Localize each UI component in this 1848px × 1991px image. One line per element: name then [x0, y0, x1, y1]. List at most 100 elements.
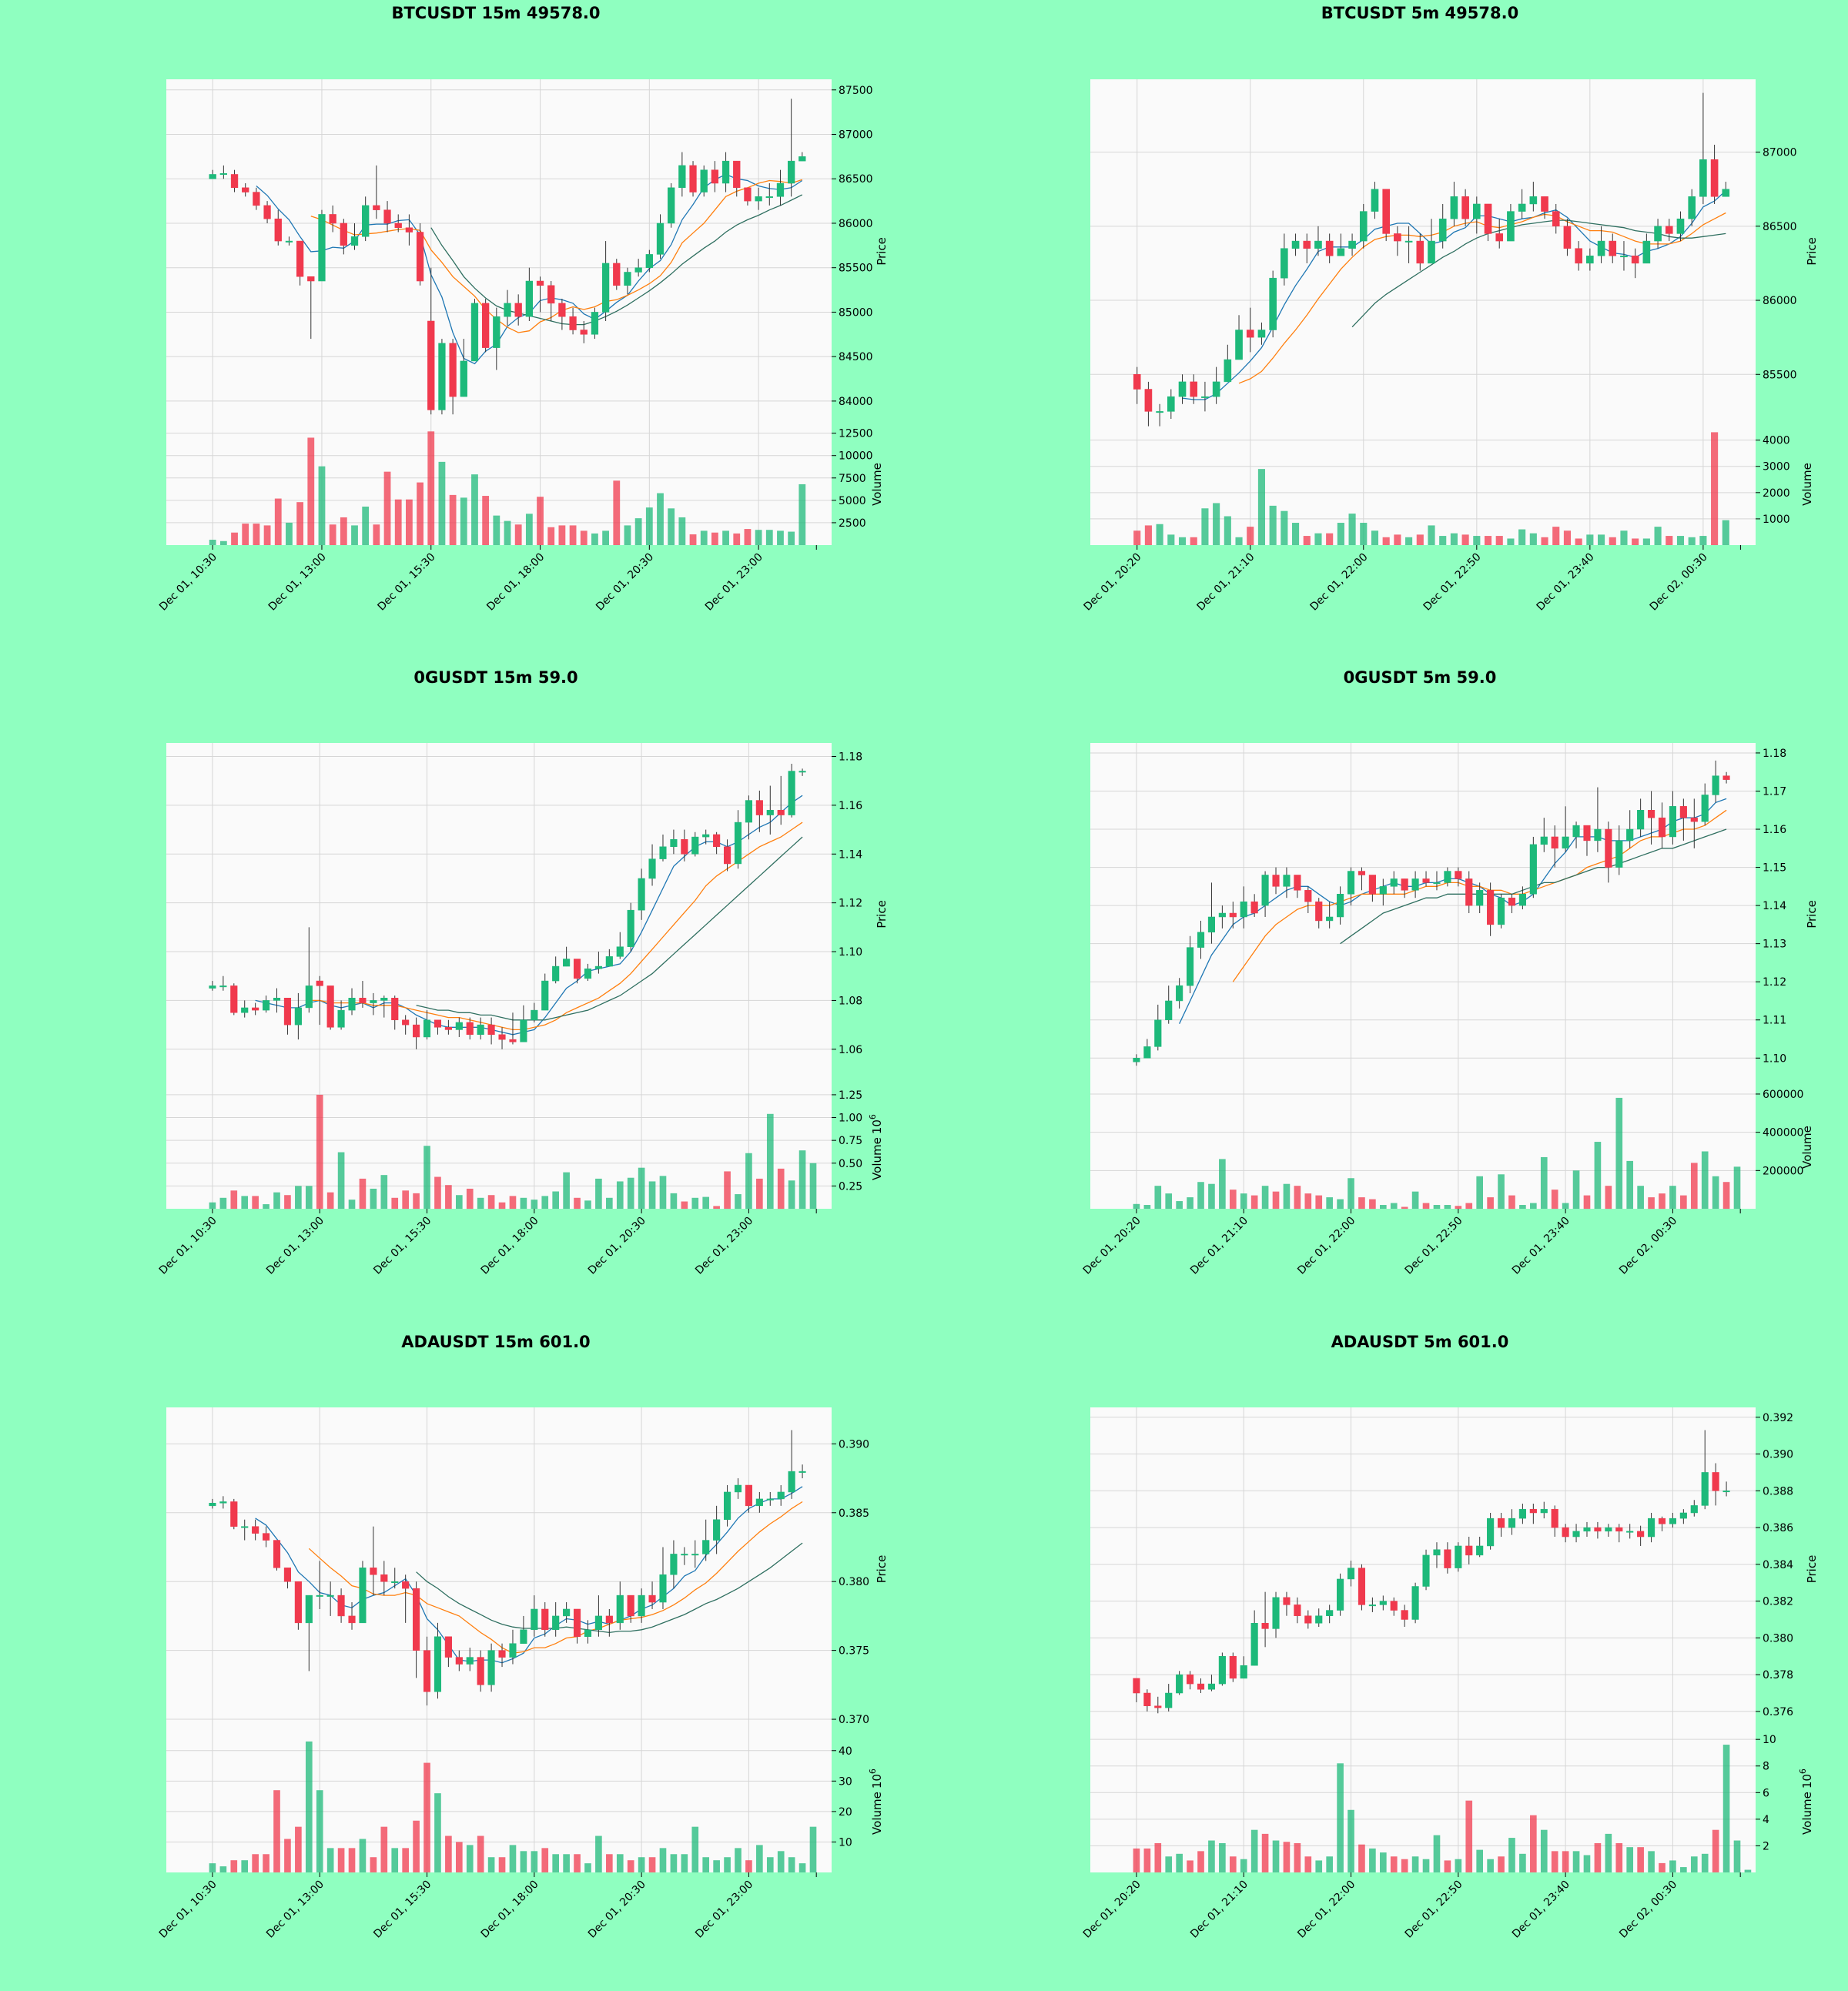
- candle-body: [305, 1594, 313, 1624]
- candle-body: [744, 187, 752, 202]
- volume-bar: [424, 1762, 430, 1872]
- ma-mid-line: [308, 1501, 803, 1654]
- volume-bar: [756, 1845, 763, 1872]
- ma-mid-line: [310, 179, 803, 333]
- candle-body: [241, 1007, 249, 1013]
- volume-bar: [616, 1854, 624, 1872]
- candle: [1156, 403, 1163, 427]
- volume-bar: [552, 1191, 560, 1209]
- volume-bar: [724, 1171, 731, 1209]
- price-tick-label: 1.17: [1763, 785, 1786, 798]
- candle-body: [350, 236, 359, 246]
- candle: [659, 834, 667, 862]
- volume-bar: [1551, 1851, 1558, 1872]
- volume-bar: [1575, 538, 1582, 545]
- candle-body: [766, 809, 774, 815]
- volume-bar: [1519, 1853, 1526, 1872]
- candle: [1508, 1509, 1516, 1535]
- candle-body: [438, 343, 446, 410]
- candle-body: [252, 1007, 259, 1011]
- candle-body: [391, 1581, 399, 1583]
- volume-tick-label: 400000: [1763, 1127, 1803, 1139]
- candle: [1529, 836, 1537, 898]
- candle: [1583, 825, 1591, 856]
- volume-bar: [1648, 1197, 1655, 1209]
- candle: [580, 320, 588, 343]
- candle: [1551, 1505, 1558, 1538]
- volume-bar: [531, 1200, 538, 1209]
- candle: [648, 1581, 656, 1609]
- volume-bar: [1669, 1186, 1676, 1209]
- candle: [1347, 867, 1355, 906]
- volume-bar: [627, 1860, 634, 1872]
- candle: [713, 1505, 721, 1554]
- volume-bar: [466, 1845, 474, 1872]
- candle: [605, 1608, 613, 1637]
- candle-body: [1314, 240, 1322, 249]
- candle: [263, 1526, 270, 1548]
- volume-bar: [1450, 533, 1458, 545]
- candle: [573, 959, 581, 984]
- candle: [563, 1602, 571, 1623]
- candle-body: [348, 998, 356, 1011]
- volume-bar: [584, 1200, 591, 1209]
- x-tick-label: Dec 01, 15:30: [376, 551, 438, 614]
- candle-body: [765, 196, 773, 199]
- candle-body: [1690, 817, 1698, 822]
- candle: [1562, 806, 1569, 852]
- candle: [423, 1636, 431, 1706]
- volume-bar: [744, 529, 752, 545]
- price-tick-label: 87000: [1763, 147, 1797, 159]
- candle-body: [434, 1636, 442, 1692]
- volume-bar: [766, 1857, 774, 1872]
- volume-axis-label: Volume: [1800, 1126, 1814, 1169]
- volume-bar: [657, 493, 664, 545]
- candle-body: [1594, 828, 1602, 842]
- candle: [1314, 226, 1322, 256]
- candle: [1144, 381, 1153, 427]
- candle-body: [1609, 240, 1617, 256]
- candle: [552, 1602, 560, 1637]
- volume-bar: [219, 1197, 227, 1209]
- candle-body: [1390, 878, 1398, 887]
- volume-tick-label: 10: [839, 1836, 852, 1849]
- candle: [1382, 189, 1390, 242]
- volume-bar: [1379, 1205, 1387, 1209]
- candle: [1359, 203, 1368, 249]
- volume-tick-label: 8: [1763, 1761, 1769, 1773]
- volume-bar: [1187, 1860, 1194, 1872]
- candle: [307, 276, 315, 340]
- candle-body: [1240, 1665, 1247, 1679]
- candle-body: [1144, 389, 1153, 412]
- candle-body: [242, 187, 249, 192]
- volume-bar: [1487, 1859, 1494, 1872]
- candle: [1438, 203, 1447, 249]
- volume-bar: [348, 1848, 356, 1872]
- candle-body: [1229, 912, 1237, 918]
- candle-body: [734, 821, 742, 865]
- candle-body: [1401, 1610, 1408, 1620]
- candle: [721, 152, 730, 192]
- candle-body: [788, 1471, 795, 1493]
- volume-bar: [445, 1185, 452, 1209]
- candle: [689, 161, 697, 197]
- price-panel: [166, 79, 832, 423]
- candle-body: [563, 959, 571, 967]
- candle: [591, 307, 599, 340]
- volume-bar: [1605, 1833, 1612, 1872]
- candle: [1507, 203, 1515, 242]
- candle-body: [460, 360, 467, 397]
- price-tick-label: 0.388: [1763, 1485, 1793, 1497]
- volume-bar: [1235, 537, 1243, 545]
- candle: [487, 1643, 495, 1692]
- candle-body: [1347, 1568, 1355, 1580]
- volume-bar: [1304, 1856, 1312, 1872]
- candle-body: [670, 1554, 678, 1575]
- volume-bar: [1552, 527, 1560, 545]
- candle-body: [1379, 886, 1387, 895]
- candle: [656, 214, 665, 259]
- volume-bar: [670, 1193, 678, 1209]
- candle: [362, 196, 370, 242]
- candle: [477, 1650, 484, 1692]
- candle-body: [1586, 256, 1594, 264]
